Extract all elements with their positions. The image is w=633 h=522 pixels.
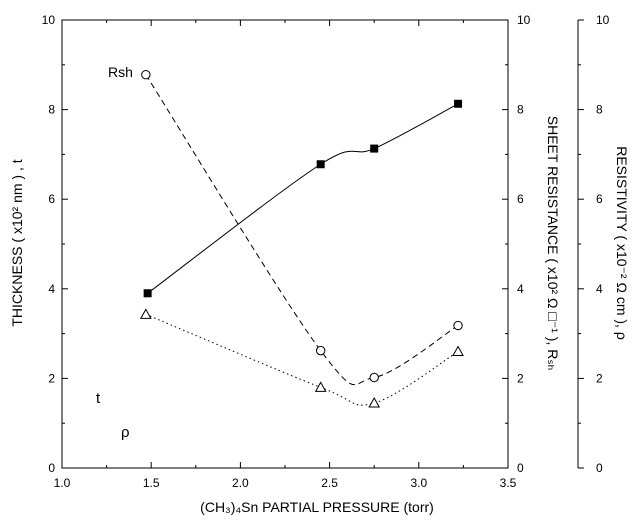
y-left-tick-label: 6 [48,192,55,206]
point-circle [453,320,463,331]
point-square [454,99,463,108]
x-tick-label: 2.5 [321,476,338,490]
y-axis-left-title: THICKNESS ( x10² nm ) , t [9,159,25,326]
series-label-t: t [96,390,101,407]
series-label-rho: ρ [121,424,130,441]
series-line-1 [145,74,459,386]
y-right2-tick-label: 0 [596,461,603,475]
x-tick-label: 1.0 [54,476,71,490]
y-axis-right-sheet-resistance: 0 2 4 6 8 10 [502,13,531,475]
y-left-tick-label: 2 [48,371,55,385]
y-left-tick-label: 4 [48,282,55,296]
series-label-rsh: Rsh [108,64,133,80]
series-line-0 [147,103,459,294]
x-axis: 1.0 1.5 2.0 2.5 3.0 3.5 [54,20,517,490]
y-right2-tick-label: 2 [596,371,603,385]
y-axis-left: 0 2 4 6 8 10 [42,13,68,475]
y-left-tick-label: 10 [42,13,56,27]
y-right2-tick-label: 6 [596,192,603,206]
x-tick-label: 1.5 [143,476,160,490]
y-right1-tick-label: 0 [517,461,524,475]
y-axis-right-sheet-resistance-title: SHEET RESISTANCE ( x10² Ω □⁻¹ ), Rₛₕ [545,116,561,371]
point-triangle [452,345,464,357]
point-triangle [314,381,327,392]
y-right2-tick-label: 8 [596,103,603,117]
y-right1-tick-label: 2 [517,371,524,385]
y-right1-tick-label: 4 [517,282,524,296]
y-right1-tick-label: 10 [517,13,531,27]
y-right1-tick-label: 6 [517,192,524,206]
point-triangle [368,397,381,408]
x-axis-title: (CH₃)₄Sn PARTIAL PRESSURE (torr) [200,499,434,515]
x-tick-label: 3.0 [410,476,427,490]
y-right1-tick-label: 8 [517,103,524,117]
point-circle [141,69,151,80]
point-triangle [139,308,152,319]
point-circle [369,372,379,383]
point-square [370,144,379,153]
point-square [316,160,325,169]
x-tick-label: 3.5 [500,476,517,490]
x-tick-label: 2.0 [232,476,249,490]
series-line-2 [145,313,459,406]
point-circle [315,345,326,356]
y-left-tick-label: 8 [48,103,55,117]
y-right2-tick-label: 10 [596,13,610,27]
y-axis-right-resistivity-title: RESISTIVITY ( x10⁻² Ω cm ), ρ [614,146,630,340]
point-square [143,289,152,298]
series-layer [139,69,464,408]
y-axis-right-resistivity: 0 2 4 6 8 10 [577,13,610,475]
y-right2-tick-label: 4 [596,282,603,296]
y-left-tick-label: 0 [48,461,55,475]
